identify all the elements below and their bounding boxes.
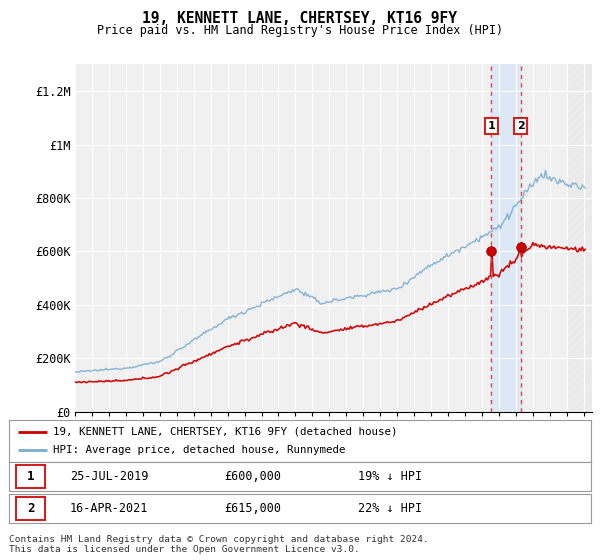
Bar [491,64,521,412]
Text: 16-APR-2021: 16-APR-2021 [70,502,148,515]
Text: £615,000: £615,000 [224,502,281,515]
Text: 2: 2 [27,502,34,515]
Text: HPI: Average price, detached house, Runnymede: HPI: Average price, detached house, Runn… [53,445,345,455]
Text: 25-JUL-2019: 25-JUL-2019 [70,470,148,483]
Text: 19% ↓ HPI: 19% ↓ HPI [358,470,422,483]
Text: 1: 1 [27,470,34,483]
Text: 22% ↓ HPI: 22% ↓ HPI [358,502,422,515]
Text: 19, KENNETT LANE, CHERTSEY, KT16 9FY (detached house): 19, KENNETT LANE, CHERTSEY, KT16 9FY (de… [53,427,397,437]
Text: Price paid vs. HM Land Registry's House Price Index (HPI): Price paid vs. HM Land Registry's House … [97,24,503,36]
Text: Contains HM Land Registry data © Crown copyright and database right 2024.
This d: Contains HM Land Registry data © Crown c… [9,535,429,554]
Bar [567,64,592,412]
FancyBboxPatch shape [16,497,45,520]
Text: 1: 1 [488,121,496,131]
Text: 19, KENNETT LANE, CHERTSEY, KT16 9FY: 19, KENNETT LANE, CHERTSEY, KT16 9FY [143,11,458,26]
FancyBboxPatch shape [16,465,45,488]
Text: £600,000: £600,000 [224,470,281,483]
Text: 2: 2 [517,121,524,131]
